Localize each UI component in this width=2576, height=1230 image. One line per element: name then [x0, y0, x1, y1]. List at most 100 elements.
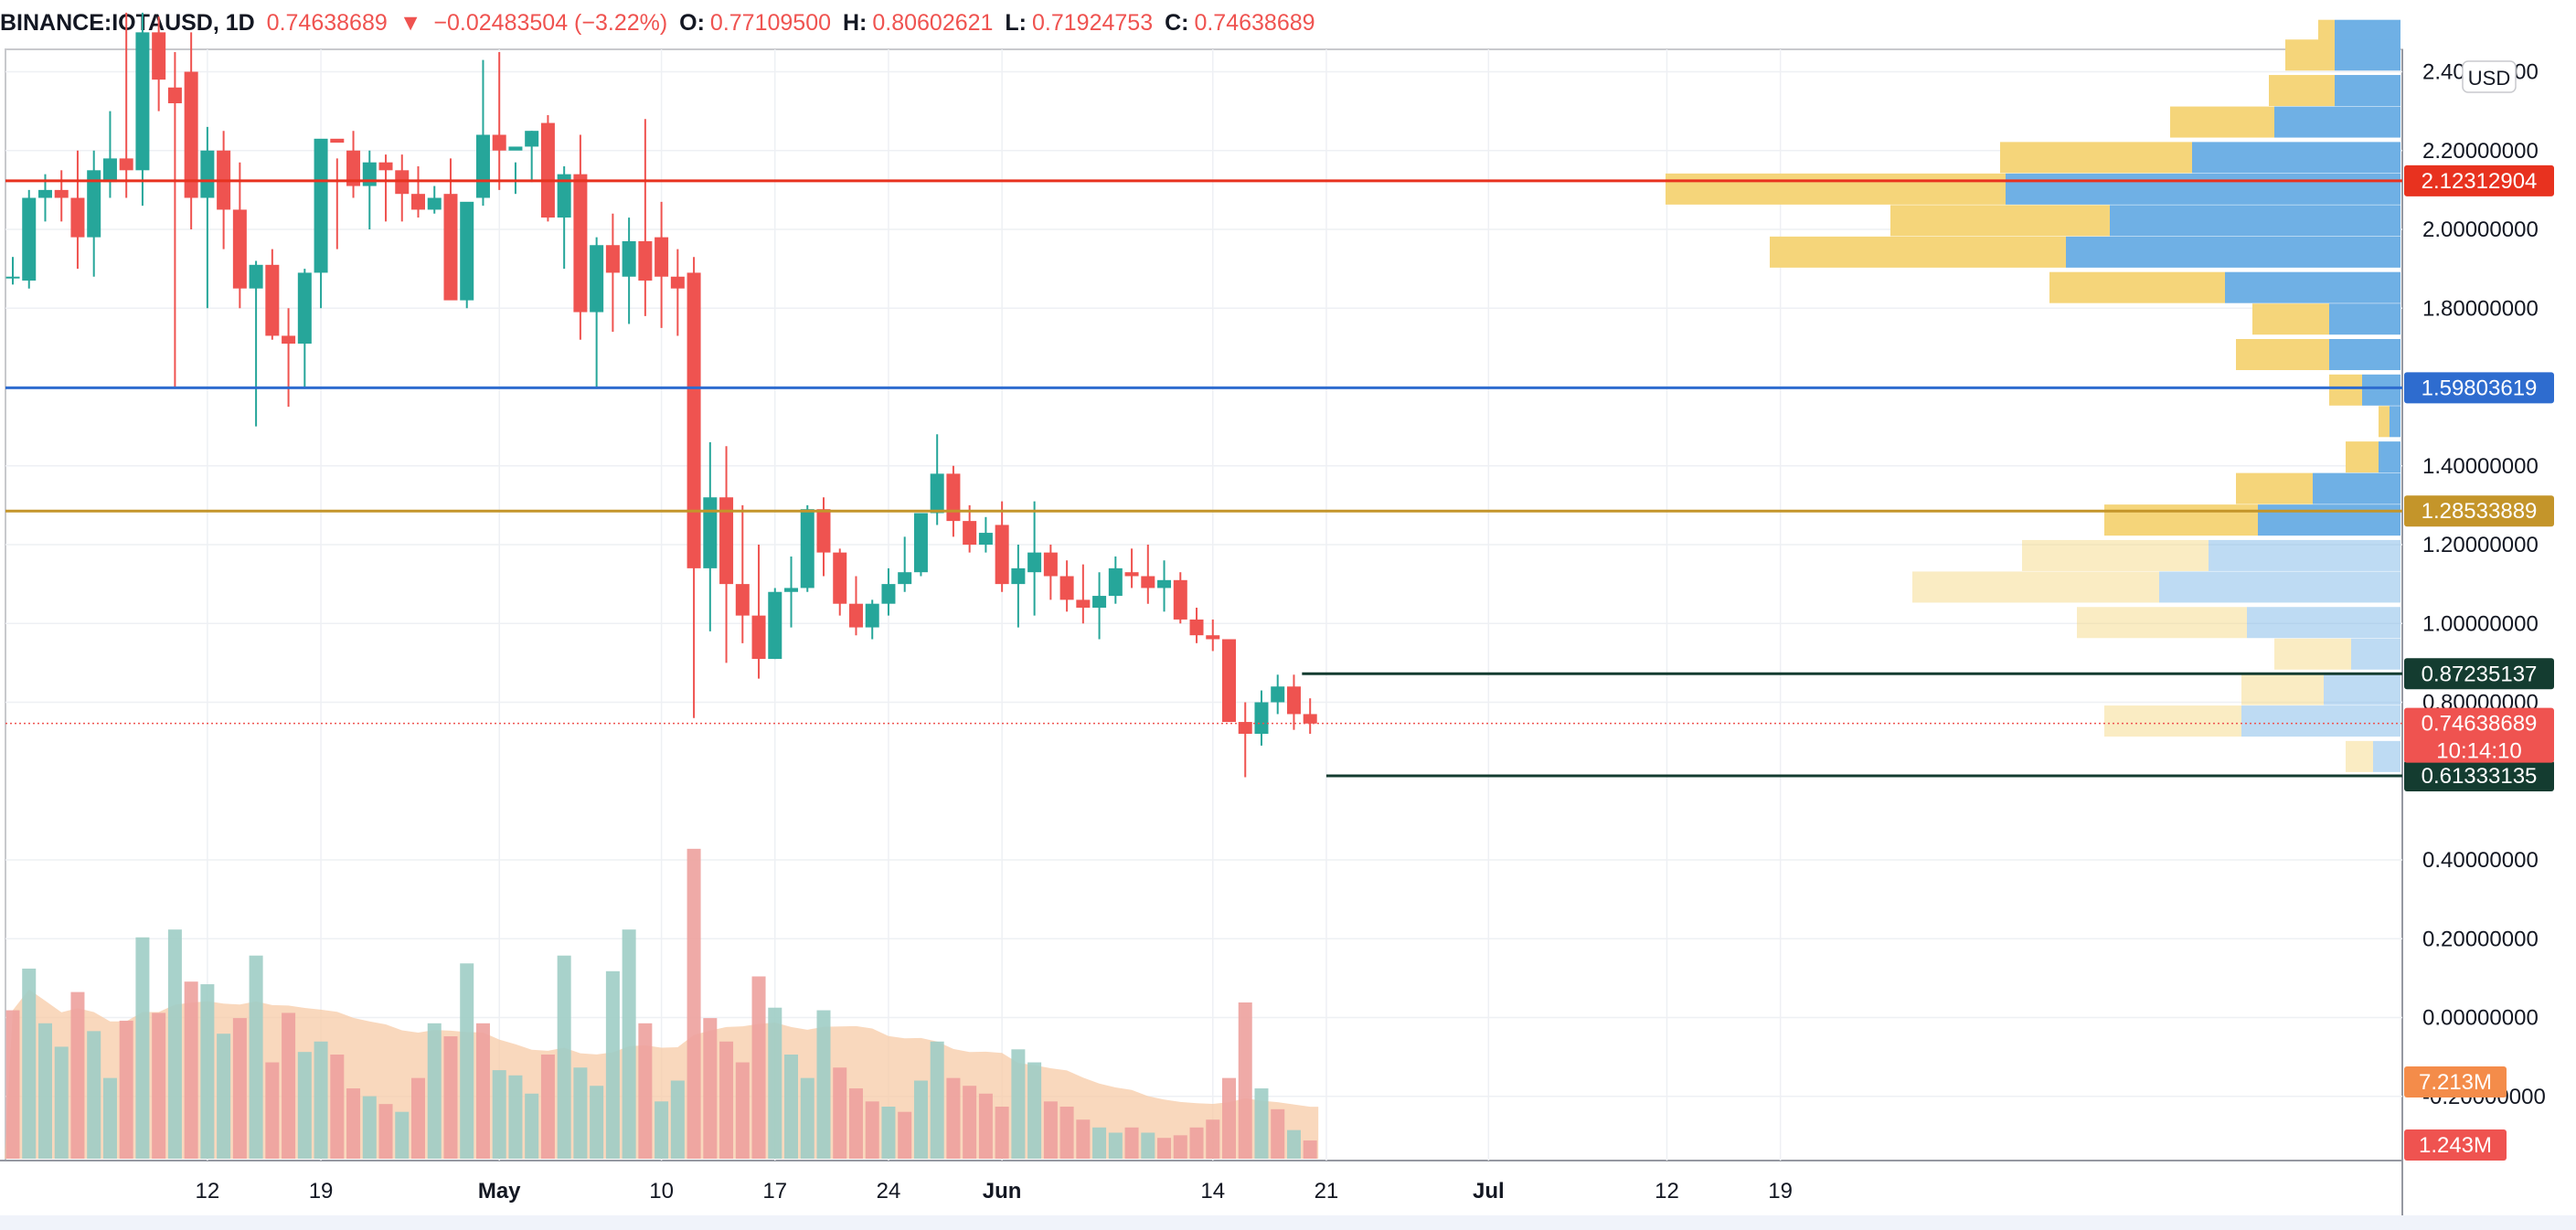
- candle-body: [719, 497, 734, 585]
- volume-bar: [655, 1101, 669, 1159]
- candle-body: [1303, 714, 1317, 724]
- volume-profile-down-bar: [2104, 705, 2241, 737]
- volume-profile-down-bar: [2346, 740, 2373, 772]
- volume-bar: [22, 968, 37, 1159]
- candle-body: [330, 138, 345, 143]
- volume-bar: [37, 1023, 52, 1159]
- volume-bar: [427, 1023, 442, 1159]
- volume-profile-down-bar: [1890, 205, 2110, 237]
- volume-profile-down-bar: [2241, 673, 2324, 705]
- high-label: H:: [842, 10, 868, 36]
- volume-bar: [573, 1067, 588, 1159]
- candle-body: [508, 146, 523, 151]
- level-price-badge: [2404, 658, 2554, 690]
- candle-body: [930, 473, 944, 514]
- candle-body: [102, 158, 117, 183]
- volume-bar: [184, 981, 198, 1159]
- candle-body: [22, 197, 37, 281]
- volume-profile-up-bar: [2209, 539, 2400, 571]
- volume-bar: [411, 1077, 425, 1159]
- price-tick-label: 0.40000000: [2422, 848, 2539, 873]
- candle-body: [282, 335, 296, 345]
- volume-bar: [898, 1111, 912, 1159]
- price-tick-label: 1.20000000: [2422, 533, 2539, 557]
- volume-bar: [1043, 1101, 1058, 1159]
- candle-body: [946, 473, 961, 522]
- volume-bar: [1173, 1135, 1187, 1159]
- volume-bar: [784, 1055, 799, 1159]
- volume-bar: [167, 929, 182, 1159]
- level-price-badge: [2404, 495, 2554, 527]
- time-tick-label: 24: [877, 1179, 901, 1203]
- candle-body: [1108, 567, 1123, 597]
- candle-body: [87, 170, 101, 238]
- volume-bar: [1092, 1127, 1107, 1159]
- candle-body: [5, 276, 20, 279]
- volume-profile-down-bar: [1770, 236, 2066, 268]
- candle-body: [687, 272, 701, 568]
- volume-profile-up-bar: [2241, 705, 2400, 737]
- volume-bar: [930, 1041, 944, 1159]
- time-tick-label: 17: [762, 1179, 787, 1203]
- volume-bar: [1286, 1129, 1301, 1159]
- time-tick-label: 19: [1768, 1179, 1793, 1203]
- candle-body: [557, 174, 571, 218]
- volume-bar: [1254, 1088, 1269, 1159]
- volume-bar: [1303, 1140, 1317, 1159]
- price-tick-label: 0.20000000: [2422, 927, 2539, 951]
- candle-body: [70, 197, 85, 238]
- volume-profile-down-bar: [2049, 271, 2225, 303]
- open-value: 0.77109500: [709, 10, 832, 36]
- volume-badge-label: 1.243M: [2419, 1133, 2492, 1158]
- candle-body: [475, 134, 490, 198]
- level-price-badge-label: 0.87235137: [2422, 662, 2538, 686]
- time-tick-label: Jun: [983, 1179, 1022, 1203]
- volume-profile-down-bar: [2104, 504, 2258, 536]
- volume-bar: [265, 1062, 280, 1159]
- change-arrow-icon: ▼: [399, 10, 422, 36]
- volume-bar: [152, 1013, 166, 1159]
- volume-bar: [735, 1062, 750, 1159]
- volume-bar: [475, 1023, 490, 1159]
- candle-body: [963, 521, 977, 545]
- candle-body: [200, 150, 215, 198]
- volume-bar: [557, 955, 571, 1159]
- volume-profile-down-bar: [2285, 39, 2335, 71]
- volume-bar: [946, 1077, 961, 1159]
- volume-bar: [816, 1010, 831, 1159]
- volume-bar: [525, 1093, 539, 1159]
- volume-profile-up-bar: [2006, 173, 2400, 205]
- volume-bar: [1141, 1132, 1155, 1159]
- volume-bar: [378, 1104, 393, 1159]
- candle-body: [1157, 579, 1172, 588]
- candle-body: [1254, 702, 1269, 734]
- candle-body: [1286, 686, 1301, 715]
- countdown-label: 10:14:10: [2436, 739, 2521, 764]
- volume-bar: [1271, 1108, 1285, 1159]
- time-tick-label: 14: [1200, 1179, 1225, 1203]
- time-tick-label: 19: [309, 1179, 334, 1203]
- price-tick-label: 1.00000000: [2422, 611, 2539, 636]
- time-tick-label: Jul: [1473, 1179, 1505, 1203]
- symbol-name[interactable]: BINANCE:IOTAUSD, 1D: [0, 10, 255, 36]
- volume-profile-down-bar: [2269, 75, 2335, 107]
- volume-profile-down-bar: [1666, 173, 2006, 205]
- candle-body: [800, 509, 814, 588]
- volume-badge: [2404, 1129, 2507, 1161]
- candle-body: [411, 194, 425, 210]
- close-label: C:: [1165, 10, 1189, 36]
- candle-body: [1092, 596, 1107, 608]
- candle-body: [346, 150, 361, 186]
- candle-body: [655, 237, 669, 277]
- candle-body: [265, 264, 280, 336]
- price-tick-label: 2.20000000: [2422, 139, 2539, 164]
- volume-bar: [638, 1023, 653, 1159]
- candle-body: [978, 533, 993, 545]
- volume-profile-up-bar: [2324, 673, 2400, 705]
- time-tick-label: 12: [1655, 1179, 1679, 1203]
- volume-bar: [249, 955, 263, 1159]
- level-price-badge-label: 0.61333135: [2422, 764, 2538, 789]
- level-price-badge: [2404, 760, 2554, 792]
- level-price-badge: [2404, 372, 2554, 404]
